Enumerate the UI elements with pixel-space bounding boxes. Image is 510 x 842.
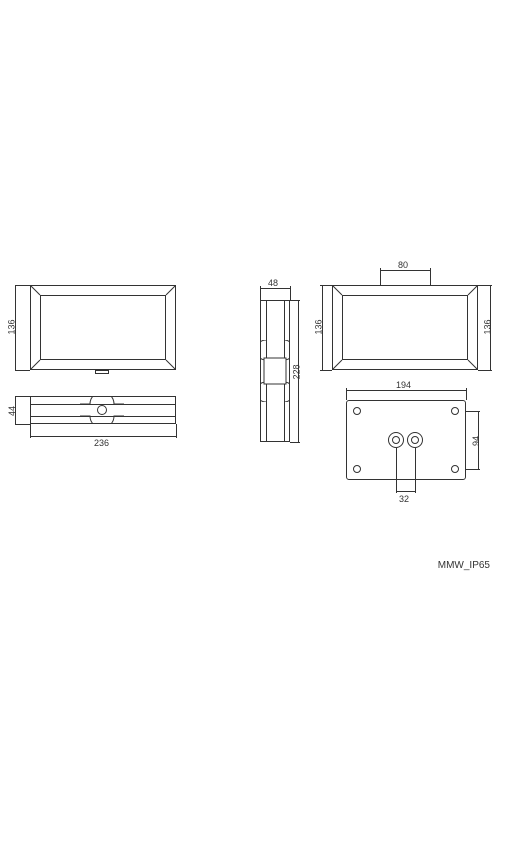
baseplate-hole-bl bbox=[353, 465, 361, 473]
dim-line bbox=[346, 390, 466, 391]
dim-136-1: 136 bbox=[7, 319, 17, 334]
dim-228: 228 bbox=[292, 364, 302, 379]
dim-ext bbox=[466, 388, 467, 400]
leftbottom-bulge bbox=[80, 396, 124, 424]
baseplate bbox=[346, 400, 466, 480]
baseplate-hole-tr bbox=[451, 407, 459, 415]
dim-236: 236 bbox=[94, 438, 109, 448]
dim-ext bbox=[15, 396, 30, 397]
dim-ext bbox=[415, 448, 416, 493]
front-gland-tab bbox=[95, 370, 109, 374]
dim-136-3: 136 bbox=[314, 319, 324, 334]
dim-ext bbox=[176, 424, 177, 438]
side-bulge bbox=[260, 340, 290, 402]
dim-ext bbox=[290, 286, 291, 300]
front-bevel-lines bbox=[30, 285, 176, 370]
baseplate-hole-tl bbox=[353, 407, 361, 415]
dim-line bbox=[380, 270, 430, 271]
dim-ext bbox=[320, 370, 332, 371]
dim-line bbox=[396, 491, 415, 492]
dim-line bbox=[30, 436, 176, 437]
dim-ext bbox=[466, 469, 480, 470]
dim-ext bbox=[15, 285, 30, 286]
dim-ext bbox=[430, 268, 431, 285]
dim-44: 44 bbox=[7, 406, 17, 416]
dim-ext bbox=[290, 442, 300, 443]
dim-80: 80 bbox=[398, 260, 408, 270]
drawing-title: MMW_IP65 bbox=[438, 560, 490, 571]
baseplate-hole-br bbox=[451, 465, 459, 473]
dim-32: 32 bbox=[399, 494, 409, 504]
gland-1-inner bbox=[392, 436, 400, 444]
dim-136-4: 136 bbox=[483, 319, 493, 334]
dim-94: 94 bbox=[471, 436, 481, 446]
dim-48: 48 bbox=[268, 278, 278, 288]
dim-ext bbox=[15, 424, 30, 425]
right-front-bevel bbox=[332, 285, 478, 370]
dim-ext bbox=[478, 370, 492, 371]
dim-ext bbox=[15, 370, 30, 371]
dim-194: 194 bbox=[396, 380, 411, 390]
dim-ext bbox=[396, 448, 397, 493]
gland-2-inner bbox=[411, 436, 419, 444]
dim-line bbox=[260, 288, 290, 289]
